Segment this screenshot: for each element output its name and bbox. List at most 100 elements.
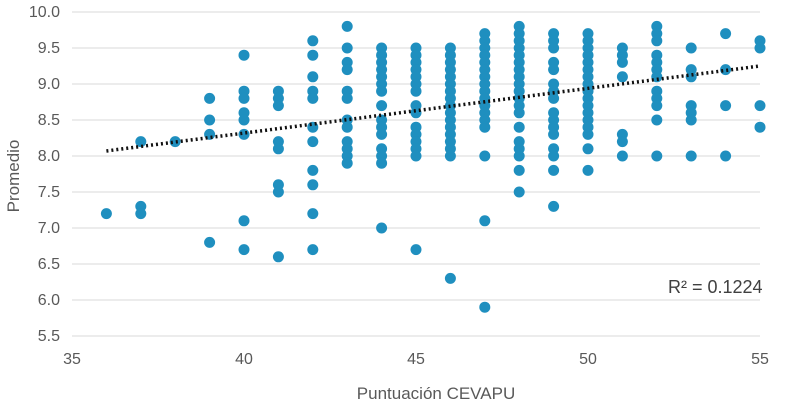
data-point (479, 215, 491, 227)
data-point (135, 208, 147, 220)
data-point (341, 64, 353, 76)
data-point (651, 35, 663, 47)
data-point (307, 121, 319, 133)
data-point (513, 186, 525, 198)
x-axis-ticks: 35 40 45 50 55 (63, 351, 769, 368)
data-point (238, 114, 250, 126)
data-point (204, 114, 216, 126)
data-point (341, 42, 353, 54)
data-point (479, 301, 491, 313)
data-point (548, 200, 560, 212)
data-point (376, 157, 388, 169)
y-tick-label: 8.0 (38, 148, 60, 165)
data-point (548, 64, 560, 76)
data-point (513, 121, 525, 133)
data-point (513, 150, 525, 162)
data-point (307, 71, 319, 83)
data-point (238, 244, 250, 256)
y-axis-title: Promedio (4, 140, 23, 213)
data-point (651, 100, 663, 112)
data-point (238, 49, 250, 61)
data-point (307, 164, 319, 176)
data-point (651, 114, 663, 126)
data-point (513, 107, 525, 119)
data-point (513, 164, 525, 176)
data-point (410, 85, 422, 97)
data-point (651, 150, 663, 162)
data-point (238, 92, 250, 104)
r-squared-label: R² = 0.1224 (668, 277, 763, 297)
x-tick-label: 50 (579, 351, 597, 368)
data-point (616, 71, 628, 83)
y-tick-label: 9.5 (38, 40, 60, 57)
data-point (272, 186, 284, 198)
x-tick-label: 35 (63, 351, 81, 368)
data-point (376, 222, 388, 234)
data-point (272, 251, 284, 263)
data-points (100, 20, 766, 313)
data-point (376, 85, 388, 97)
data-point (272, 143, 284, 155)
data-point (754, 42, 766, 54)
data-point (169, 136, 181, 148)
data-point (582, 128, 594, 140)
data-point (582, 143, 594, 155)
data-point (341, 157, 353, 169)
data-point (307, 208, 319, 220)
data-point (410, 244, 422, 256)
data-point (685, 150, 697, 162)
data-point (616, 150, 628, 162)
x-tick-label: 45 (407, 351, 425, 368)
data-point (616, 56, 628, 68)
x-tick-label: 55 (751, 351, 769, 368)
data-point (135, 136, 147, 148)
data-point (444, 272, 456, 284)
data-point (720, 100, 732, 112)
y-tick-label: 5.5 (38, 328, 60, 345)
data-point (307, 136, 319, 148)
data-point (307, 179, 319, 191)
data-point (410, 150, 422, 162)
y-tick-label: 9.0 (38, 76, 60, 93)
data-point (238, 128, 250, 140)
data-point (307, 35, 319, 47)
y-tick-label: 7.0 (38, 220, 60, 237)
y-tick-label: 6.5 (38, 256, 60, 273)
data-point (548, 164, 560, 176)
data-point (307, 49, 319, 61)
x-tick-label: 40 (235, 351, 253, 368)
data-point (341, 121, 353, 133)
data-point (204, 92, 216, 104)
data-point (685, 71, 697, 83)
data-point (548, 150, 560, 162)
data-point (548, 128, 560, 140)
data-point (307, 244, 319, 256)
data-point (582, 164, 594, 176)
data-point (444, 150, 456, 162)
data-point (272, 100, 284, 112)
data-point (720, 28, 732, 40)
data-point (616, 136, 628, 148)
data-point (341, 92, 353, 104)
data-point (376, 128, 388, 140)
y-tick-label: 7.5 (38, 184, 60, 201)
data-point (376, 100, 388, 112)
data-point (479, 121, 491, 133)
data-point (204, 236, 216, 248)
data-point (307, 92, 319, 104)
data-point (341, 20, 353, 32)
data-point (548, 92, 560, 104)
data-point (685, 42, 697, 54)
data-point (651, 71, 663, 83)
data-point (754, 121, 766, 133)
y-tick-label: 8.5 (38, 112, 60, 129)
data-point (548, 42, 560, 54)
y-axis-ticks: 5.5 6.0 6.5 7.0 7.5 8.0 8.5 9.0 9.5 10.0 (29, 4, 60, 345)
data-point (720, 150, 732, 162)
y-tick-label: 10.0 (29, 4, 60, 21)
data-point (100, 208, 112, 220)
data-point (238, 215, 250, 227)
data-point (479, 150, 491, 162)
